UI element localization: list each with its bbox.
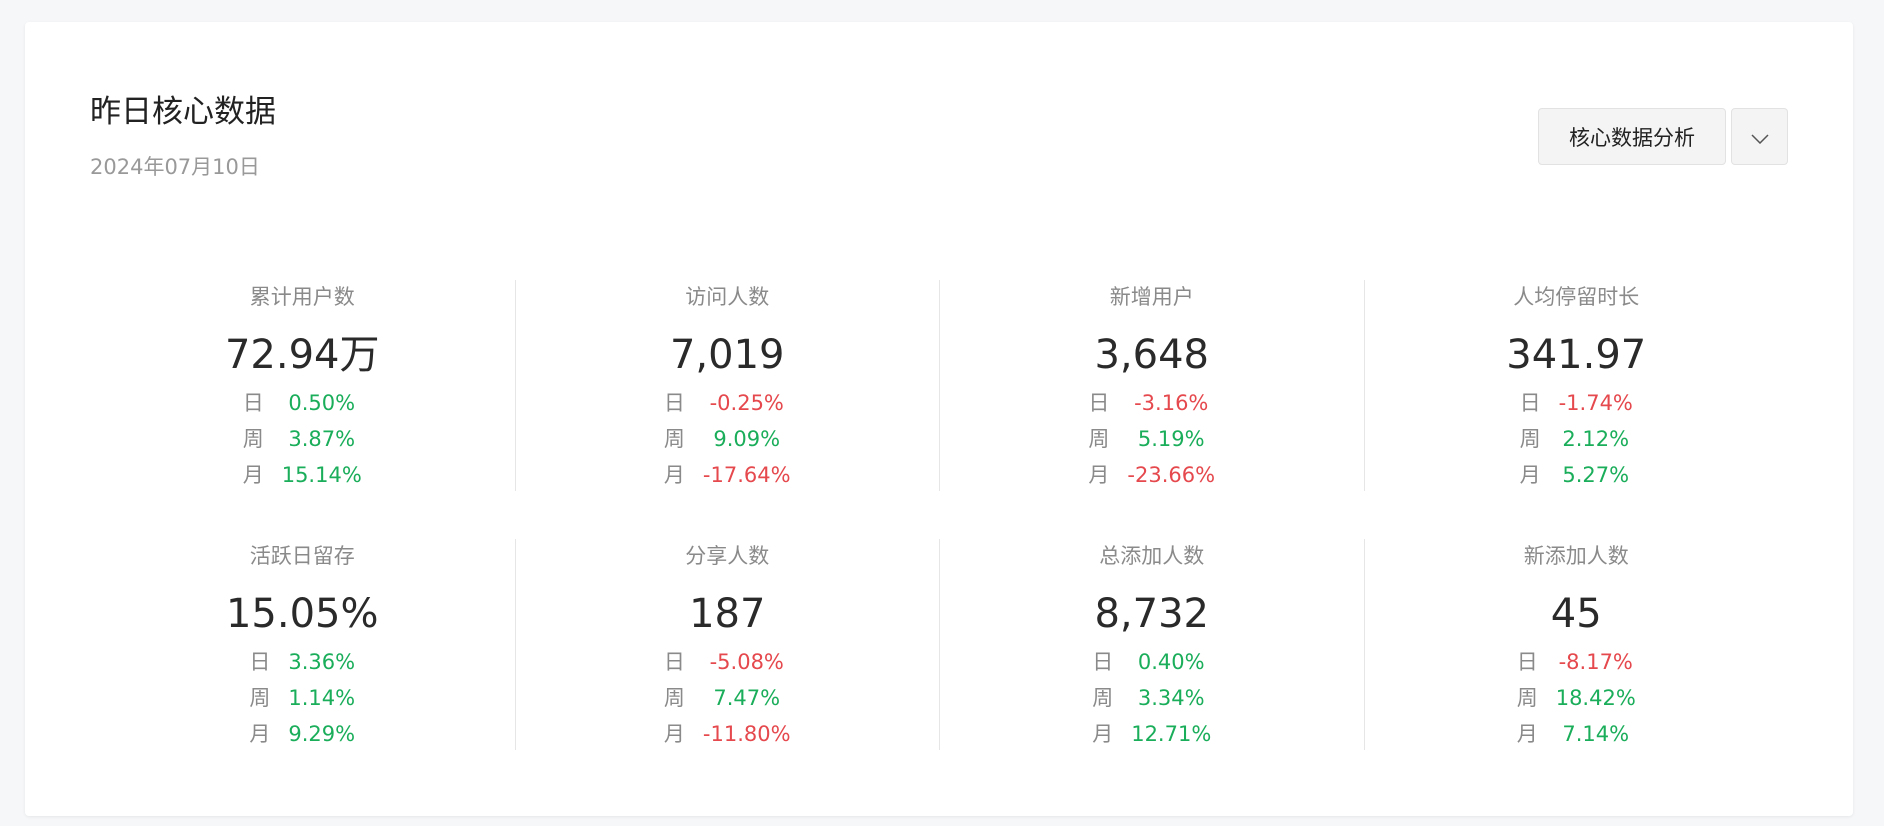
change-value: 3.36% (288, 650, 356, 674)
change-value: 2.12% (1562, 427, 1630, 451)
metric-card-new-added: 新添加人数 45 日 -8.17% 周 18.42% 月 7.14% (1363, 539, 1789, 752)
card-header: 昨日核心数据 2024年07月10日 核心数据分析 (90, 90, 1788, 204)
change-period-label: 日 (1516, 650, 1538, 674)
change-value: 7.14% (1562, 722, 1630, 746)
change-value: 7.47% (713, 686, 781, 710)
change-period-label: 周 (1519, 427, 1541, 451)
metric-label: 累计用户数 (249, 285, 355, 309)
change-value: -5.08% (709, 650, 784, 674)
change-period-label: 月 (663, 722, 685, 746)
metric-value: 187 (689, 591, 766, 637)
change-period-label: 日 (1092, 650, 1114, 674)
analysis-dropdown-button[interactable] (1731, 108, 1788, 165)
metric-label: 人均停留时长 (1513, 285, 1640, 309)
change-value: -23.66% (1127, 463, 1216, 487)
change-value: -3.16% (1134, 391, 1209, 415)
metric-changes: 日 -5.08% 周 7.47% 月 -11.80% (516, 644, 940, 752)
change-value: -8.17% (1558, 650, 1633, 674)
change-value: -11.80% (702, 722, 791, 746)
metric-card-visitors: 访问人数 7,019 日 -0.25% 周 9.09% 月 -17.64% (514, 280, 940, 493)
change-value: 12.71% (1131, 722, 1212, 746)
change-period-label: 周 (1088, 427, 1110, 451)
metric-label: 分享人数 (685, 544, 770, 568)
change-value: 9.09% (713, 427, 781, 451)
metric-card-cumulative-users: 累计用户数 72.94万 日 0.50% 周 3.87% 月 15.14% (90, 280, 515, 491)
change-value: -1.74% (1558, 391, 1633, 415)
change-period-label: 周 (663, 427, 685, 451)
change-period-label: 周 (249, 686, 271, 710)
metric-changes: 日 -8.17% 周 18.42% 月 7.14% (1365, 644, 1789, 752)
metric-changes: 日 0.40% 周 3.34% 月 12.71% (940, 644, 1364, 752)
metric-value: 45 (1550, 591, 1602, 637)
change-period-label: 周 (663, 686, 685, 710)
change-period-label: 日 (242, 391, 264, 415)
chevron-down-icon (1750, 125, 1769, 149)
metric-value: 7,019 (669, 332, 785, 378)
metric-card-daily-active-retention: 活跃日留存 15.05% 日 3.36% 周 1.14% 月 9.29% (90, 539, 515, 750)
metric-label: 新添加人数 (1523, 544, 1629, 568)
change-period-label: 月 (1092, 722, 1114, 746)
metric-card-total-added: 总添加人数 8,732 日 0.40% 周 3.34% 月 12.71% (939, 539, 1364, 750)
change-value: 0.50% (288, 391, 356, 415)
metric-changes: 日 3.36% 周 1.14% 月 9.29% (90, 644, 515, 752)
metric-changes: 日 -0.25% 周 9.09% 月 -17.64% (516, 385, 940, 493)
core-data-card: 昨日核心数据 2024年07月10日 核心数据分析 累计用户数 72.94万 日… (25, 22, 1853, 816)
metric-changes: 日 -3.16% 周 5.19% 月 -23.66% (940, 385, 1364, 493)
change-period-label: 月 (1088, 463, 1110, 487)
change-value: 9.29% (288, 722, 356, 746)
change-value: 3.34% (1137, 686, 1205, 710)
page-title: 昨日核心数据 (90, 94, 276, 130)
metric-changes: 日 0.50% 周 3.87% 月 15.14% (90, 385, 515, 493)
metric-value: 72.94万 (224, 332, 380, 378)
metric-value: 341.97 (1506, 332, 1647, 378)
metric-value: 3,648 (1094, 332, 1209, 378)
core-data-analysis-button[interactable]: 核心数据分析 (1538, 108, 1726, 165)
change-period-label: 日 (1088, 391, 1110, 415)
metric-value: 15.05% (225, 591, 379, 637)
change-period-label: 月 (242, 463, 264, 487)
change-value: 5.27% (1562, 463, 1630, 487)
change-value: 1.14% (288, 686, 356, 710)
title-block: 昨日核心数据 2024年07月10日 (90, 90, 276, 182)
change-period-label: 月 (663, 463, 685, 487)
change-value: 5.19% (1137, 427, 1205, 451)
metric-card-avg-stay-duration: 人均停留时长 341.97 日 -1.74% 周 2.12% 月 5.27% (1363, 280, 1789, 493)
change-period-label: 日 (663, 650, 685, 674)
change-period-label: 周 (242, 427, 264, 451)
metric-label: 总添加人数 (1099, 544, 1205, 568)
change-period-label: 日 (1519, 391, 1541, 415)
change-value: 0.40% (1137, 650, 1205, 674)
change-period-label: 周 (1092, 686, 1114, 710)
metric-value: 8,732 (1094, 591, 1209, 637)
change-value: 15.14% (281, 463, 362, 487)
change-period-label: 日 (663, 391, 685, 415)
metric-label: 访问人数 (685, 285, 770, 309)
change-period-label: 日 (249, 650, 271, 674)
metric-label: 新增用户 (1109, 285, 1194, 309)
metric-changes: 日 -1.74% 周 2.12% 月 5.27% (1365, 385, 1789, 493)
header-actions: 核心数据分析 (1538, 108, 1788, 165)
change-period-label: 周 (1516, 686, 1538, 710)
change-period-label: 月 (249, 722, 271, 746)
metric-card-sharers: 分享人数 187 日 -5.08% 周 7.47% 月 -11.80% (514, 539, 940, 752)
metrics-grid: 累计用户数 72.94万 日 0.50% 周 3.87% 月 15.14% 访问… (90, 280, 1788, 750)
change-period-label: 月 (1519, 463, 1541, 487)
change-value: -0.25% (709, 391, 784, 415)
report-date: 2024年07月10日 (90, 155, 260, 179)
metric-label: 活跃日留存 (249, 544, 355, 568)
change-value: 3.87% (288, 427, 356, 451)
metric-card-new-users: 新增用户 3,648 日 -3.16% 周 5.19% 月 -23.66% (939, 280, 1364, 491)
change-period-label: 月 (1516, 722, 1538, 746)
change-value: -17.64% (702, 463, 791, 487)
change-value: 18.42% (1555, 686, 1636, 710)
